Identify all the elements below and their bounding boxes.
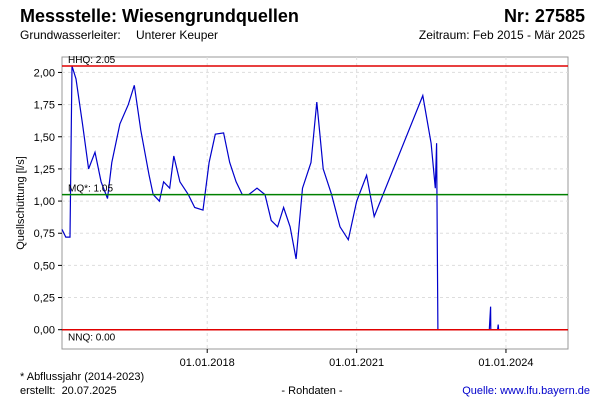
y-tick-label: 1,50	[34, 132, 55, 144]
created: erstellt: 20.07.2025	[20, 385, 117, 397]
aquifer-label: Grundwasserleiter:	[20, 28, 121, 42]
y-axis-label: Quellschüttung [l/s]	[15, 156, 27, 250]
reference-label: HHQ: 2.05	[68, 55, 116, 66]
aquifer: Unterer Keuper	[136, 28, 218, 42]
data-line	[61, 65, 500, 330]
raw-data-note: - Rohdaten -	[281, 385, 342, 397]
y-tick-label: 0,50	[34, 260, 55, 272]
x-tick-label: 01.01.2018	[180, 357, 235, 369]
station-number: Nr: 27585	[504, 6, 585, 26]
y-tick-label: 0,25	[34, 293, 55, 305]
x-tick-label: 01.01.2024	[478, 357, 533, 369]
reference-label: NNQ: 0.00	[68, 333, 116, 344]
source: Quelle: www.lfu.bayern.de	[462, 385, 590, 397]
y-tick-label: 1,75	[34, 100, 55, 112]
period: Zeitraum: Feb 2015 - Mär 2025	[419, 28, 585, 42]
y-tick-label: 1,25	[34, 164, 55, 176]
title: Messstelle: Wiesengrundquellen	[20, 6, 299, 26]
footnote: * Abflussjahr (2014-2023)	[20, 371, 144, 383]
x-tick-label: 01.01.2021	[329, 357, 384, 369]
plot-area	[61, 56, 569, 350]
y-tick-label: 0,00	[34, 325, 55, 337]
reference-label: MQ*: 1.05	[68, 184, 113, 195]
y-tick-label: 0,75	[34, 228, 55, 240]
y-tick-label: 2,00	[34, 67, 55, 79]
y-tick-label: 1,00	[34, 196, 55, 208]
